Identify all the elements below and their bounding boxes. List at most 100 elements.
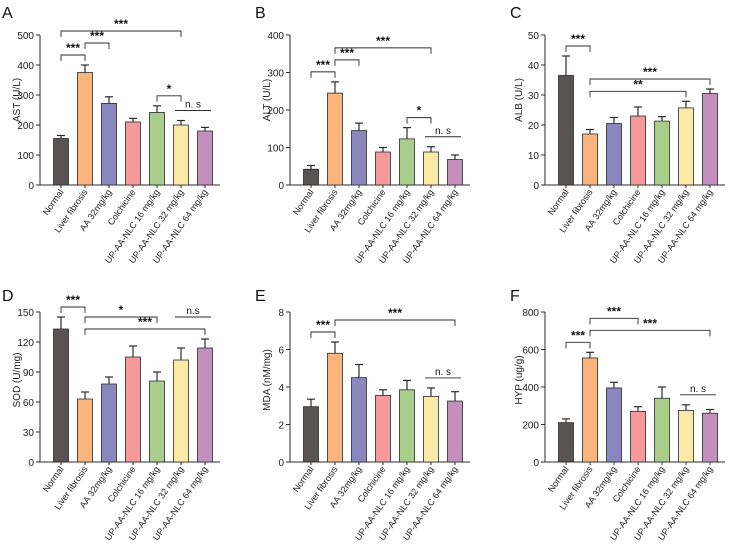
panel-d-bar [53,328,69,463]
panel-c-y-tick-label: 10 [528,151,540,162]
panel-d-category-label: Normal [41,464,66,494]
panel-f-significance-label: n. s [690,384,706,395]
panel-f-category-label: Normal [546,464,571,494]
panel-f-bar [654,397,670,463]
panel-c-significance-bracket [589,78,711,85]
panel-b-significance-bracket [406,117,432,124]
panel-a-bar [53,138,69,186]
panel-d-significance-bracket [84,328,206,335]
panel-c-bar [678,107,694,186]
panel-c-y-axis-label: ALB (U/L) [514,78,525,122]
panel-b-significance-label: * [417,104,422,118]
panel-c-y-tick-label: 0 [533,181,539,192]
panel-a-bar [77,72,93,186]
panel-f-y-axis-label: HYP (ug/g) [514,355,525,404]
panel-b-y-axis-label: ALT (U/L) [262,79,273,121]
panel-e-bar [351,377,367,463]
panel-e-significance-label: *** [388,306,402,320]
panel-d-label: D [2,288,14,305]
panel-d-significance-bracket [60,306,86,313]
panel-e-bar [447,400,463,463]
panel-c-significance-label: *** [571,32,585,46]
panel-b-significance-bracket [334,59,360,66]
panel-f-significance-bracket [589,317,639,325]
panel-c-y-tick-label: 30 [528,91,540,102]
panel-d-bar [149,380,165,463]
panel-b-significance-label: *** [376,34,390,48]
panel-b-bar [303,168,319,186]
panel-b-y-tick-label: 100 [267,144,284,155]
panel-c-significance-bracket [565,45,591,52]
panel-f-y-tick-label: 200 [522,421,539,432]
panel-a-y-tick-label: 500 [17,31,34,42]
panel-a-significance-bracket [60,54,86,61]
panel-d-y-tick-label: 0 [28,458,34,469]
panel-b-label: B [255,5,266,22]
panel-d-y-tick-label: 90 [23,368,35,379]
panel-a-bar [173,124,189,186]
panel-c-category-label: Normal [546,187,571,217]
panel-a-bar [125,121,141,186]
panel-e-y-tick-label: 4 [278,383,284,394]
panel-d-significance-label: n.s [186,306,199,317]
panel-e-label: E [255,288,266,305]
panel-e-y-tick-label: 2 [278,421,284,432]
panel-a-significance-label: * [167,82,172,96]
panel-c-bar [582,133,598,186]
panel-e-significance-label: n. s [435,367,451,378]
panel-f-bar [630,410,646,463]
panel-f-significance-label: *** [607,304,621,318]
panel-a-category-label: Normal [41,187,66,217]
panel-d-bar [197,347,213,463]
panel-f-bar [606,387,622,463]
panel-a-bar [149,112,165,186]
panel-a-significance-label: *** [66,41,80,55]
panel-d-y-axis-label: SOD (U/mg) [12,353,23,408]
panel-f-bar [558,422,574,463]
panel-b-bar [351,130,367,186]
panel-d-bar [173,359,189,463]
panel-a-y-tick-label: 100 [17,151,34,162]
panel-c-y-tick-label: 50 [528,31,540,42]
panel-f-label: F [510,288,520,305]
panel-b-bar [375,151,391,186]
panel-c-bar [702,93,718,186]
panel-d-bar [101,383,117,463]
panel-e-bar [399,389,415,463]
panel-e-significance-label: *** [316,318,330,332]
panel-c-bar [558,75,574,186]
panel-f-y-tick-label: 800 [522,308,539,319]
panel-d-y-tick-label: 120 [17,338,34,349]
panel-b-bar [447,159,463,186]
panel-f-bar [702,412,718,463]
panel-d-significance-bracket [84,316,158,323]
panel-d-y-tick-label: 150 [17,308,34,319]
panel-c-bar [630,115,646,186]
panel-a-significance-label: *** [90,29,104,43]
panel-c-y-tick-label: 20 [528,121,540,132]
panel-f-y-tick-label: 400 [522,383,539,394]
panel-e-y-axis-label: MDA (nM/mg) [262,349,273,411]
panel-e-bar [375,395,391,463]
panel-b-significance-bracket [334,47,432,54]
panel-c-bar [654,120,670,186]
panel-a-bar [101,103,117,186]
panel-b-y-tick-label: 400 [267,31,284,42]
panel-b-bar [423,151,439,186]
panel-f-y-tick-label: 0 [533,458,539,469]
panel-a-y-tick-label: 300 [17,91,34,102]
panel-b-y-tick-label: 300 [267,69,284,80]
panel-a-significance-bracket [84,42,110,49]
panel-d-bar [125,356,141,463]
panel-e-bar [423,395,439,463]
panel-e-significance-bracket [334,319,456,326]
panel-b-y-tick-label: 200 [267,106,284,117]
panel-d-y-tick-label: 60 [23,398,35,409]
panel-c-significance-label: ** [633,77,643,91]
panel-b-significance-label: n. s [435,126,451,137]
panel-e-bar [327,352,343,463]
panel-d-bar [77,398,93,463]
panel-a-label: A [2,5,13,22]
